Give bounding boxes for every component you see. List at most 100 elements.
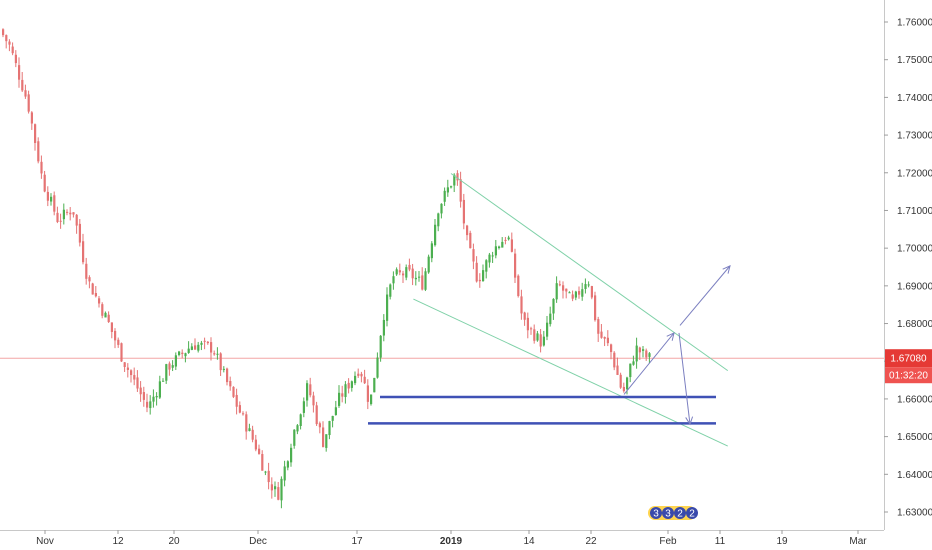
candle-body xyxy=(443,190,446,202)
candle-body xyxy=(206,341,209,344)
event-badge xyxy=(686,507,698,519)
candle-body xyxy=(510,239,513,252)
candle-body xyxy=(280,478,283,501)
countdown-badge xyxy=(885,367,932,384)
candle-body xyxy=(562,285,565,291)
candle-body xyxy=(469,232,472,249)
event-badge-label: 2 xyxy=(677,509,683,520)
candle-body xyxy=(418,276,421,278)
candle-body xyxy=(293,429,296,446)
candle-body xyxy=(440,203,443,214)
candle-body xyxy=(622,386,625,392)
candle-body xyxy=(462,199,465,224)
candle-body xyxy=(459,179,462,202)
candle-body xyxy=(82,241,85,263)
candle-body xyxy=(123,362,126,368)
y-tick-label: 1.71000 xyxy=(897,206,932,217)
candle-body xyxy=(488,254,491,263)
candle-body xyxy=(24,90,27,97)
candle-body xyxy=(376,357,379,378)
x-tick-label: 19 xyxy=(776,536,788,547)
candle-body xyxy=(430,243,433,259)
y-tick-label: 1.64000 xyxy=(897,470,932,481)
x-tick-label: 14 xyxy=(523,536,535,547)
candle-body xyxy=(104,312,107,318)
candle-body xyxy=(181,352,184,355)
candle-body xyxy=(498,246,501,249)
scenario-down-arrow-head xyxy=(685,416,694,426)
candle-body xyxy=(229,380,232,387)
candle-body xyxy=(610,344,613,353)
candle-body xyxy=(619,374,622,388)
candle-body xyxy=(254,439,257,450)
candle-body xyxy=(203,340,206,342)
candle-body xyxy=(373,377,376,393)
candle-body xyxy=(325,434,328,448)
candle-body xyxy=(286,461,289,468)
candle-body xyxy=(165,364,168,381)
candle-body xyxy=(18,65,21,80)
x-tick-label: 20 xyxy=(168,536,180,547)
candle-body xyxy=(158,381,161,398)
candle-body xyxy=(402,273,405,276)
candle-body xyxy=(40,161,43,174)
candle-body xyxy=(494,246,497,256)
y-tick-label: 1.75000 xyxy=(897,55,932,66)
candle-body xyxy=(142,392,145,400)
candle-body xyxy=(398,270,401,273)
candle-body xyxy=(56,212,59,222)
candle-body xyxy=(110,322,113,332)
candle-body xyxy=(277,487,280,500)
candle-body xyxy=(98,298,101,304)
candle-body xyxy=(597,319,600,334)
x-tick-label: Mar xyxy=(849,536,867,547)
candle-body xyxy=(11,46,14,54)
candle-body xyxy=(379,335,382,358)
candle-body xyxy=(344,384,347,398)
candle-body xyxy=(386,294,389,321)
candle-body xyxy=(43,174,46,192)
candle-body xyxy=(408,264,411,270)
candle-body xyxy=(638,347,641,353)
candle-body xyxy=(258,448,261,454)
candle-body xyxy=(606,337,609,344)
current-price-badge xyxy=(885,349,932,368)
candle-body xyxy=(565,288,568,292)
candle-body xyxy=(587,284,590,286)
candle-body xyxy=(446,187,449,193)
candle-body xyxy=(322,427,325,447)
x-tick-label: 11 xyxy=(715,536,726,547)
candle-body xyxy=(594,295,597,321)
candle-body xyxy=(46,191,49,201)
candle-body xyxy=(75,214,78,226)
candle-body xyxy=(478,279,481,282)
candle-body xyxy=(21,79,24,91)
candle-body xyxy=(546,322,549,337)
candle-body xyxy=(626,377,629,390)
candle-body xyxy=(290,447,293,463)
candle-body xyxy=(101,304,104,316)
event-badge xyxy=(662,507,674,519)
candle-body xyxy=(485,260,488,272)
candle-body xyxy=(306,383,309,401)
candle-body xyxy=(395,269,398,275)
x-tick-label: 2019 xyxy=(440,536,463,547)
x-tick-label: Feb xyxy=(659,536,677,547)
candle-body xyxy=(389,284,392,297)
candle-body xyxy=(133,375,136,380)
candle-body xyxy=(62,209,65,220)
candle-body xyxy=(392,276,395,284)
candle-body xyxy=(235,394,238,407)
candle-body xyxy=(648,353,651,357)
candle-body xyxy=(72,212,75,215)
candle-body xyxy=(350,381,353,388)
channel-lower-line xyxy=(413,298,728,447)
candle-body xyxy=(360,373,363,377)
candle-body xyxy=(94,293,97,297)
scenario-up-arrow-1-head xyxy=(666,332,675,341)
candle-body xyxy=(603,336,606,339)
candle-body xyxy=(66,211,69,213)
candle-body xyxy=(552,298,555,314)
candle-body xyxy=(590,286,593,298)
